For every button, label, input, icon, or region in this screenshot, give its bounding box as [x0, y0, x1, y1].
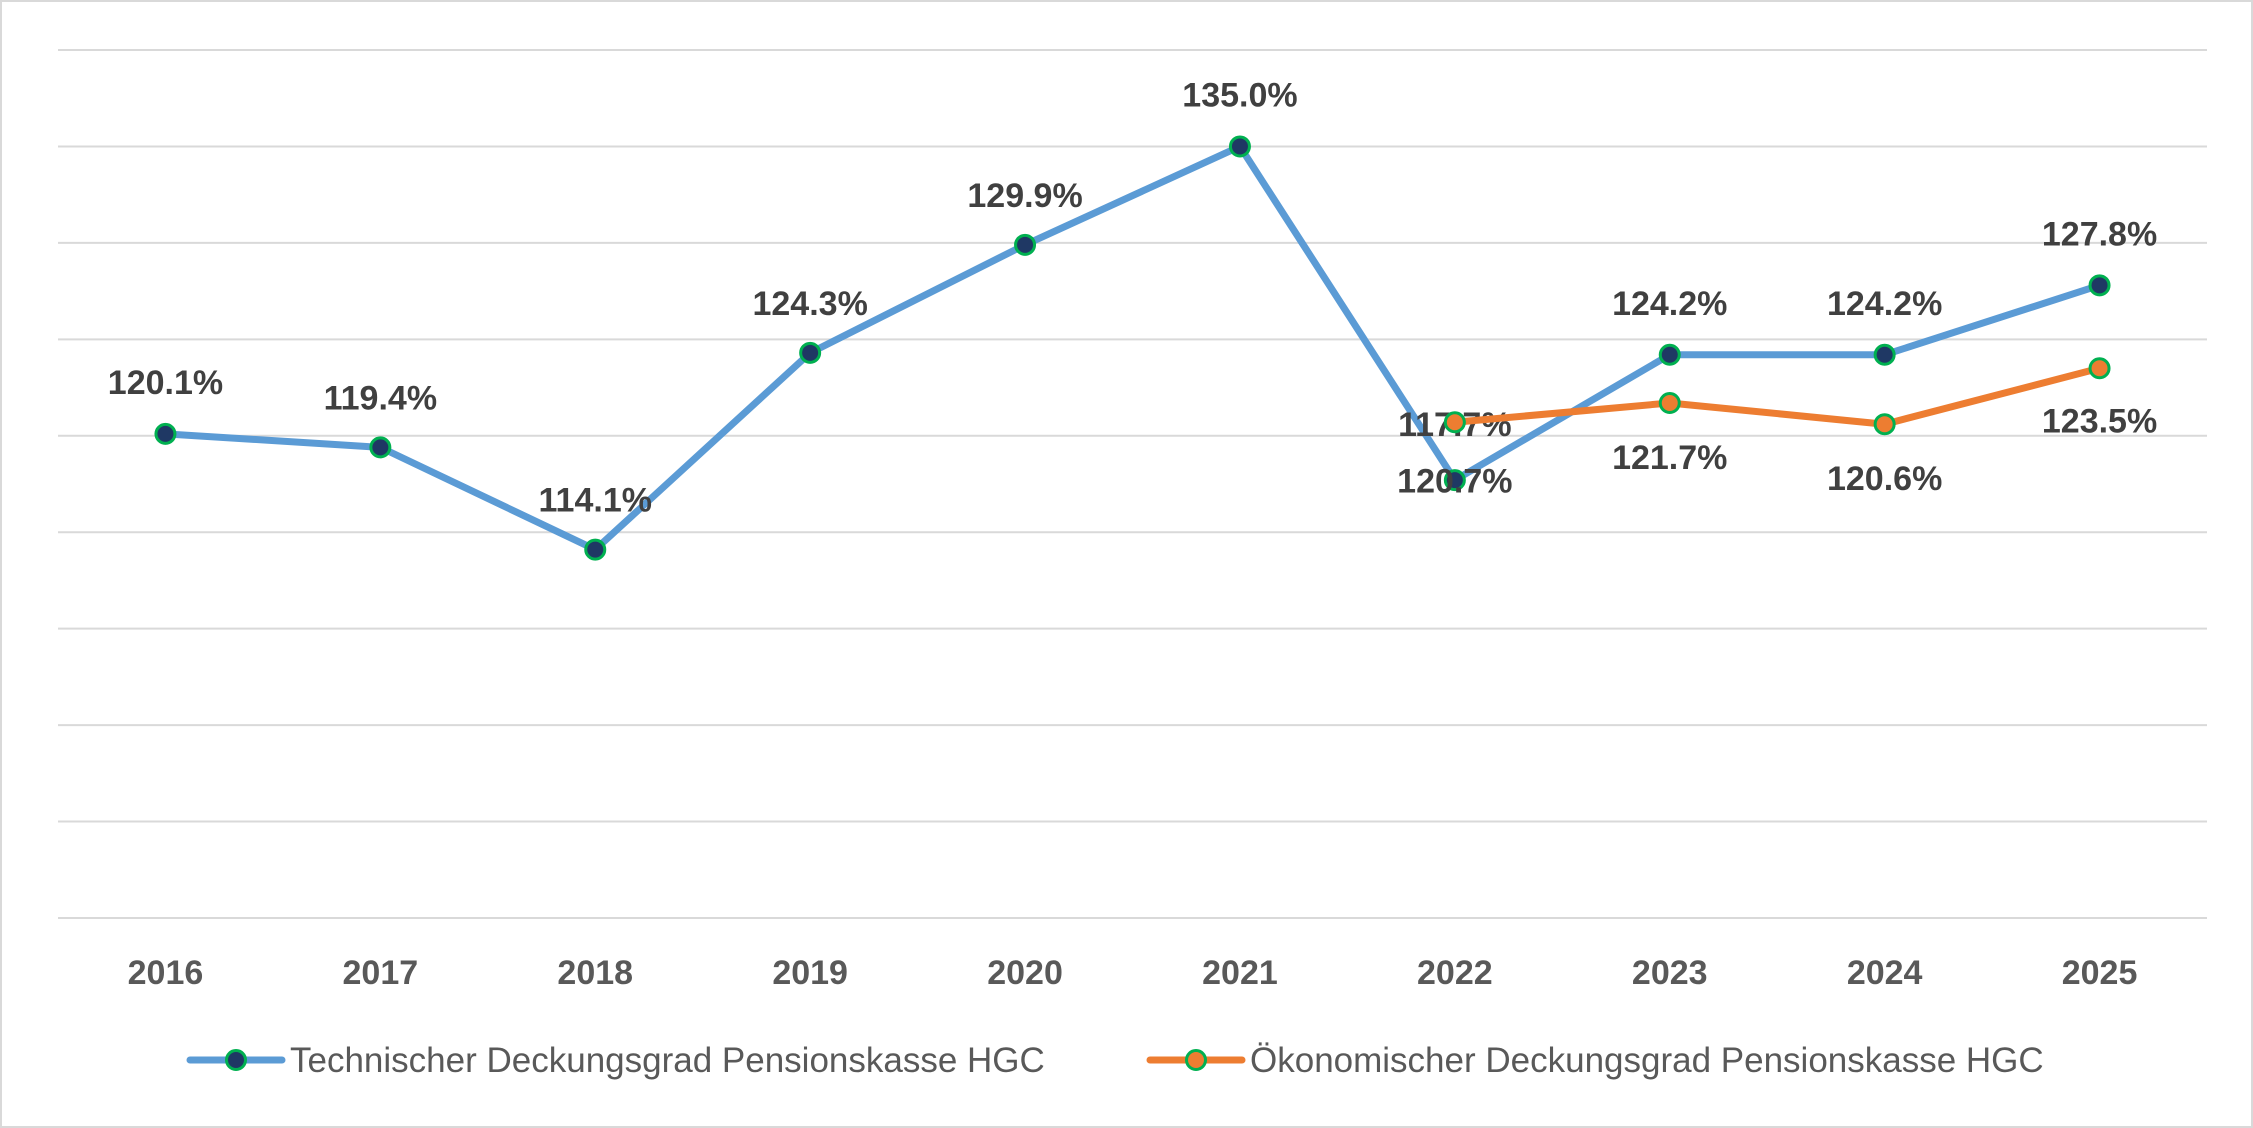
data-label: 124.2% — [1612, 285, 1727, 323]
legend-label: Ökonomischer Deckungsgrad Pensionskasse … — [1250, 1041, 2044, 1080]
data-point — [1873, 343, 1896, 366]
data-label: 127.8% — [2042, 215, 2157, 253]
legend-marker — [225, 1049, 247, 1071]
data-point — [2088, 274, 2111, 297]
x-axis-labels: 2016 2017 2018 2019 2020 2021 2022 2023 2024 2025 — [128, 954, 2138, 992]
x-tick-label: 2020 — [987, 954, 1063, 992]
x-tick-label: 2023 — [1632, 954, 1708, 992]
data-label: 120.7% — [1397, 462, 1512, 500]
data-point — [1228, 135, 1251, 158]
x-tick-label: 2024 — [1847, 954, 1923, 992]
data-point — [1014, 233, 1037, 256]
data-point — [1658, 391, 1681, 414]
x-tick-label: 2018 — [557, 954, 633, 992]
legend-item: Technischer Deckungsgrad Pensionskasse H… — [186, 1041, 1045, 1080]
data-label: 124.3% — [752, 285, 867, 323]
x-tick-label: 2022 — [1417, 954, 1493, 992]
data-label: 123.5% — [2042, 402, 2157, 440]
data-label: 120.6% — [1827, 460, 1942, 498]
x-tick-label: 2019 — [772, 954, 848, 992]
data-label: 114.1% — [539, 482, 652, 520]
data-point — [154, 422, 177, 445]
legend: Technischer Deckungsgrad Pensionskasse H… — [186, 1041, 2044, 1080]
series-technischer: 120.1%119.4%114.1%124.3%129.9%135.0%117.… — [108, 76, 2157, 561]
x-tick-label: 2021 — [1202, 954, 1278, 992]
data-point — [584, 538, 607, 561]
series-oekonomischer: 120.7% 121.7% 120.6% 123.5% — [1397, 357, 2157, 500]
data-point — [1443, 411, 1466, 434]
data-label: 124.2% — [1827, 285, 1942, 323]
x-tick-label: 2016 — [128, 954, 204, 992]
data-point — [1443, 469, 1466, 492]
data-label: 120.1% — [108, 364, 223, 402]
gridlines — [58, 49, 2207, 919]
data-point — [1873, 413, 1896, 436]
series-line — [161, 142, 2104, 554]
data-point — [799, 341, 822, 364]
legend-item: Ökonomischer Deckungsgrad Pensionskasse … — [1146, 1041, 2044, 1080]
legend-label: Technischer Deckungsgrad Pensionskasse H… — [290, 1041, 1045, 1080]
series-line — [1451, 364, 2104, 428]
data-point — [2088, 357, 2111, 380]
data-point — [369, 436, 392, 459]
data-label: 135.0% — [1182, 76, 1297, 114]
data-label: 121.7% — [1612, 439, 1727, 477]
legend-marker — [1185, 1049, 1207, 1071]
x-tick-label: 2017 — [343, 954, 419, 992]
data-label: 119.4% — [324, 379, 437, 417]
x-tick-label: 2025 — [2062, 954, 2138, 992]
data-label: 129.9% — [967, 177, 1082, 215]
data-point — [1658, 343, 1681, 366]
